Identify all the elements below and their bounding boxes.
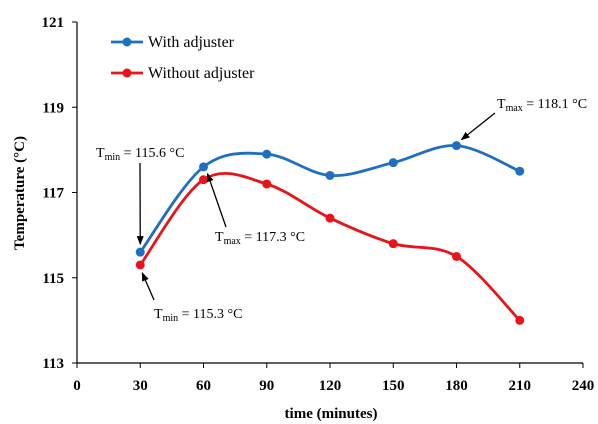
data-point (199, 175, 208, 185)
data-point (135, 260, 145, 270)
annotation-text: Tmax = 118.1 °C (497, 97, 587, 114)
data-point (388, 158, 398, 168)
data-point (325, 170, 335, 180)
annotation-text: Tmin = 115.6 °C (96, 146, 184, 163)
data-point (262, 149, 272, 159)
data-point (388, 239, 398, 249)
x-tick-label: 240 (572, 378, 595, 394)
x-tick-label: 60 (196, 378, 211, 394)
data-point (515, 166, 525, 176)
legend-label: With adjuster (148, 34, 235, 51)
data-point (199, 162, 208, 172)
annotation-3: Tmin = 115.3 °C (141, 272, 242, 324)
x-tick-label: 150 (382, 378, 405, 394)
series-line (139, 172, 521, 322)
plot-series (135, 141, 525, 325)
series-1 (135, 172, 525, 325)
data-point (325, 213, 335, 223)
y-tick-label: 117 (42, 186, 64, 202)
annotation-arrow (206, 172, 227, 228)
data-point (515, 315, 525, 325)
legend-label: Without adjuster (148, 65, 255, 82)
y-tick-label: 115 (42, 271, 64, 287)
x-tick-label: 120 (319, 378, 342, 394)
annotation-text: Tmin = 115.3 °C (154, 307, 242, 324)
x-axis-label: time (minutes) (285, 406, 378, 422)
y-tick-label: 119 (42, 100, 64, 116)
x-tick-label: 30 (133, 378, 148, 394)
tick-labels: 0 30 60 90 120 150 180 210 240 113 115 117 119 121 (42, 15, 595, 394)
annotation-text: Tmax = 117.3 °C (215, 230, 305, 247)
annotation-1: Tmax = 117.3 °C (206, 172, 305, 247)
chart-axes (72, 21, 584, 368)
legend-marker (122, 68, 132, 78)
data-point (262, 179, 272, 189)
x-tick-label: 90 (259, 378, 274, 394)
annotations: Tmin = 115.6 °C Tmax = 117.3 °C Tmax = 118… (96, 97, 587, 324)
y-tick-label: 113 (42, 356, 64, 372)
data-point (452, 141, 461, 151)
x-tick-label: 210 (509, 378, 532, 394)
annotation-0: Tmin = 115.6 °C (96, 146, 184, 246)
series-0 (135, 141, 525, 257)
annotation-arrow (460, 112, 496, 141)
annotation-arrow (141, 272, 155, 301)
x-tick-label: 0 (73, 378, 81, 394)
y-tick-label: 121 (42, 15, 65, 31)
data-point (452, 251, 461, 261)
series-line (139, 144, 521, 254)
annotation-2: Tmax = 118.1 °C (460, 97, 587, 141)
legend-marker (122, 37, 132, 47)
legend: With adjuster Without adjuster (111, 34, 255, 82)
x-tick-label: 180 (445, 378, 468, 394)
data-point (135, 247, 145, 257)
y-axis-label: Temperature (°C) (12, 136, 28, 250)
